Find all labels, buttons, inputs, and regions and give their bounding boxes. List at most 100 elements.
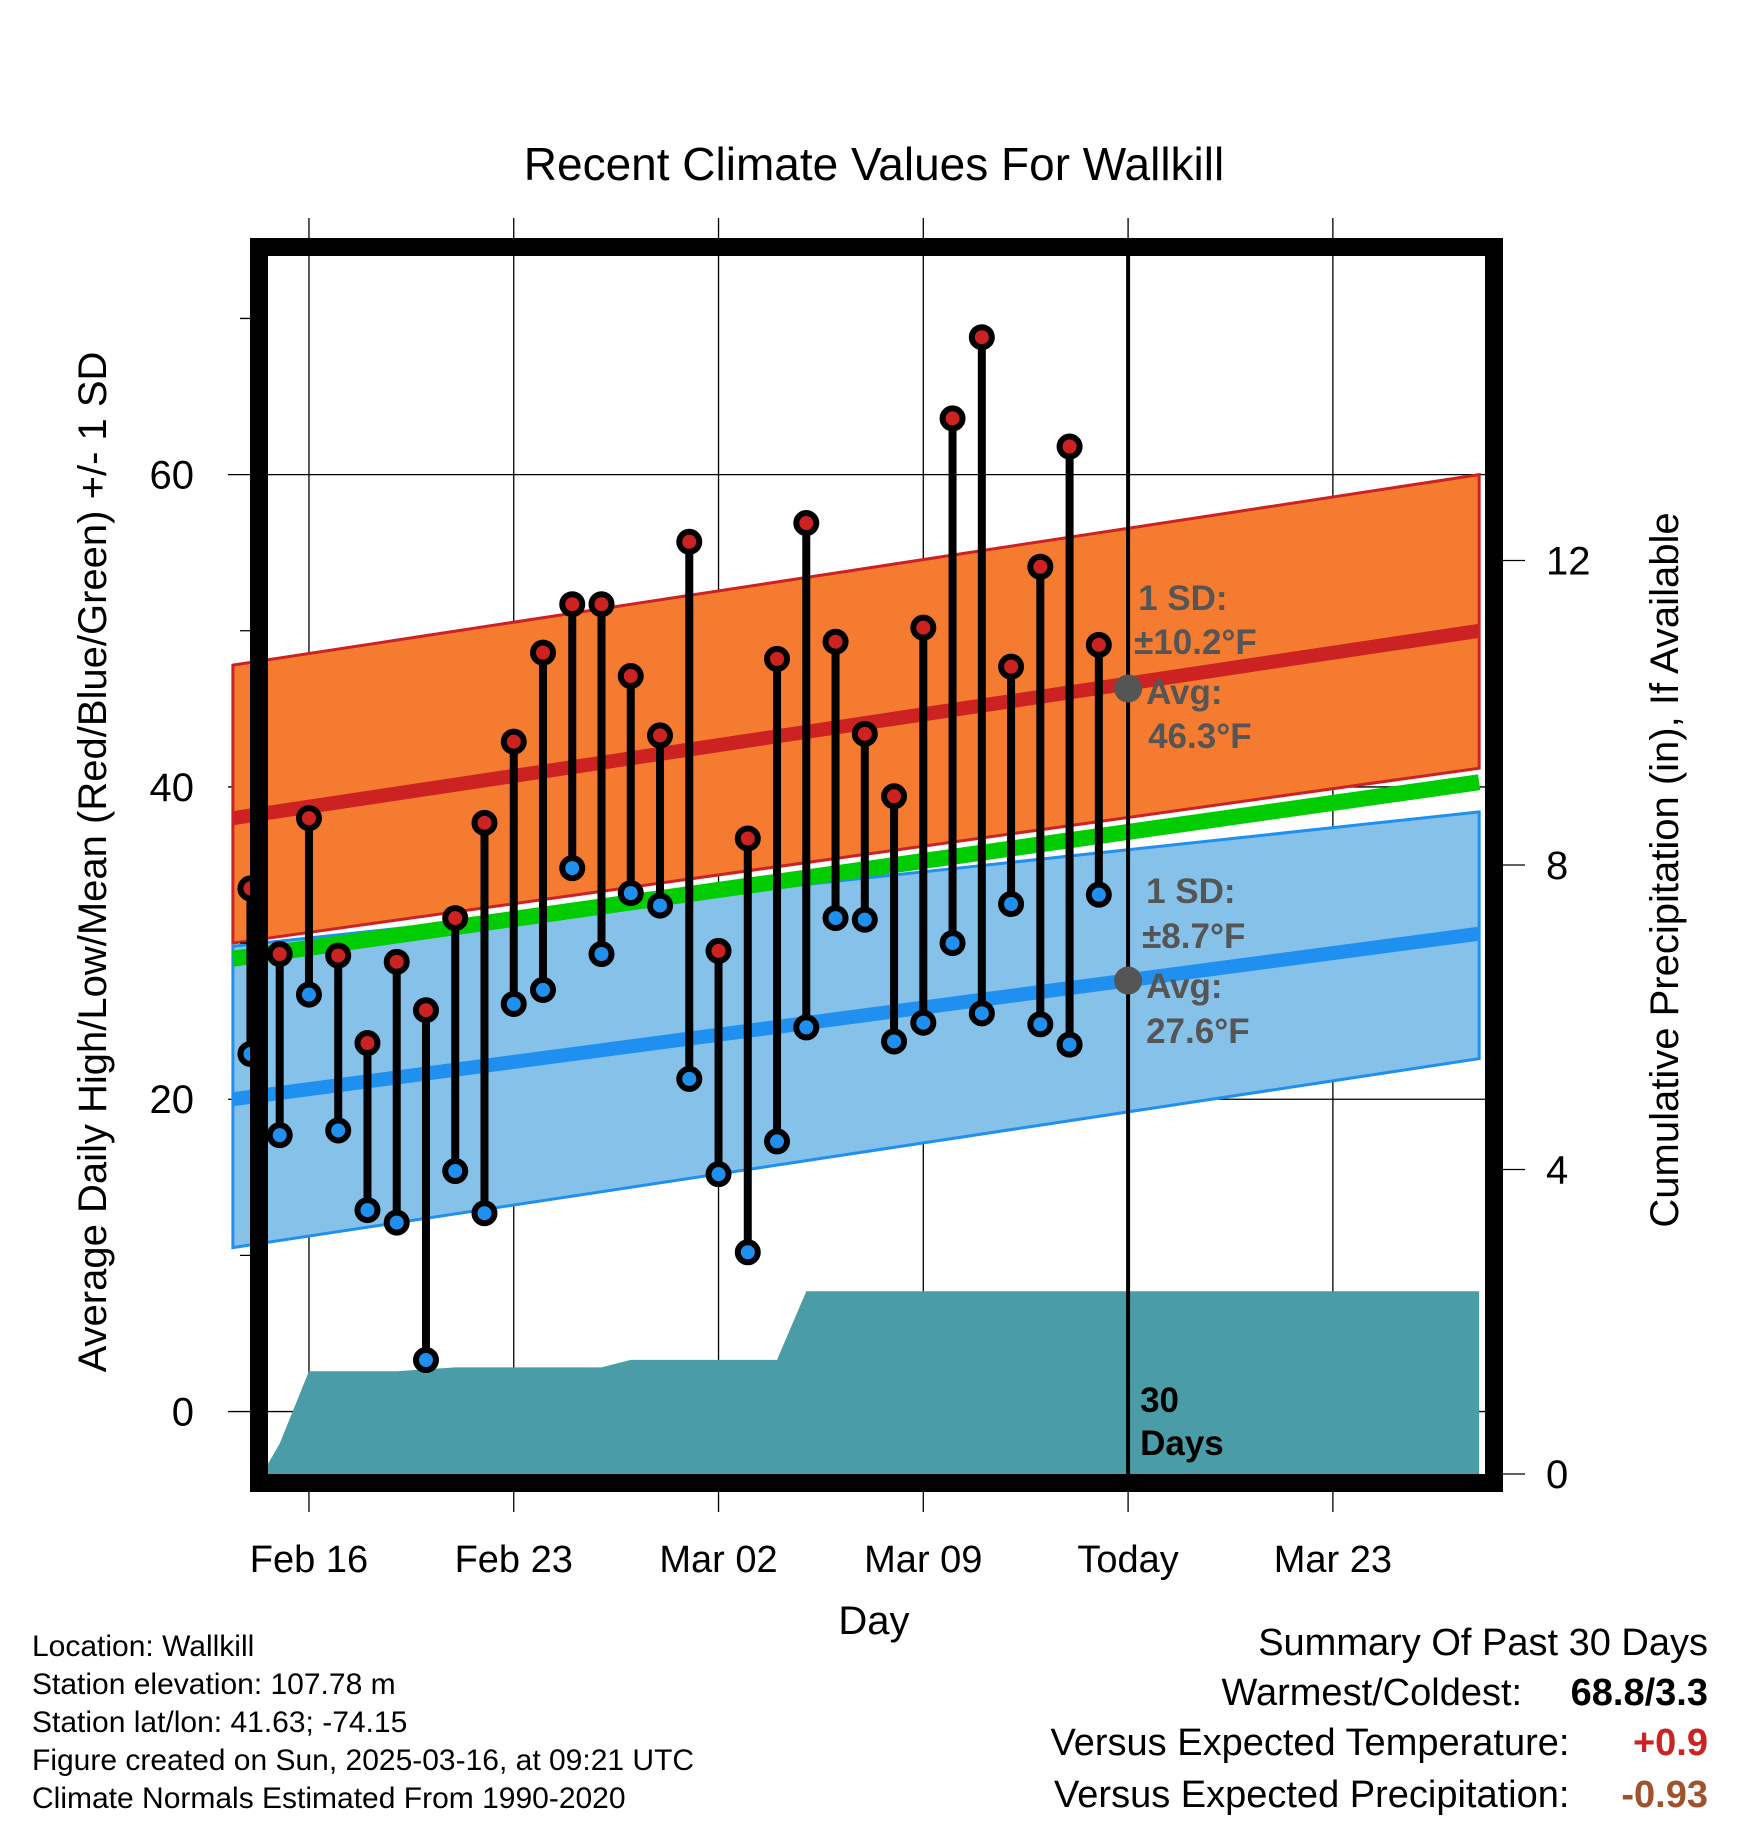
obs-high-point — [325, 942, 352, 969]
y-axis-label-right: Cumulative Precipitation (in), If Availa… — [1643, 512, 1687, 1227]
obs-low-point — [881, 1028, 908, 1055]
obs-low-point — [412, 1347, 439, 1374]
x-tick-label: Feb 23 — [455, 1539, 573, 1581]
high-avg-label: Avg: — [1146, 673, 1222, 712]
obs-high-point — [471, 809, 498, 836]
warm-cold-label: Warmest/Coldest: — [1221, 1672, 1523, 1714]
high-sd-value: ±10.2°F — [1134, 623, 1257, 662]
days-word: Days — [1140, 1424, 1224, 1463]
elevation-text: Station elevation: 107.78 m — [32, 1668, 396, 1701]
low-avg-value: 27.6°F — [1146, 1012, 1250, 1051]
obs-low-point — [442, 1158, 469, 1185]
obs-low-point — [325, 1117, 352, 1144]
obs-low-point — [354, 1197, 381, 1224]
obs-low-point — [734, 1239, 761, 1266]
obs-low-point — [266, 1122, 293, 1149]
obs-low-point — [647, 892, 674, 919]
mean-normal-line — [231, 774, 1481, 967]
obs-low-point — [1085, 881, 1112, 908]
obs-high-point — [383, 948, 410, 975]
chart-title: Recent Climate Values For Wallkill — [524, 138, 1224, 190]
obs-low-point — [764, 1128, 791, 1155]
y-right-tick-label: 4 — [1546, 1149, 1568, 1193]
high-avg-value: 46.3°F — [1148, 717, 1252, 756]
obs-low-point — [529, 976, 556, 1003]
obs-high-point — [1085, 631, 1112, 658]
obs-low-point — [822, 905, 849, 932]
precip-area — [232, 1291, 1480, 1474]
x-tick-label: Mar 23 — [1274, 1539, 1392, 1581]
warm-cold-value: 68.8/3.3 — [1570, 1672, 1708, 1714]
obs-low-point — [1027, 1011, 1054, 1038]
temp-value: +0.9 — [1632, 1722, 1708, 1764]
obs-high-point — [266, 941, 293, 968]
station-info: Location: Wallkill Station elevation: 10… — [32, 1628, 694, 1818]
obs-low-point — [617, 880, 644, 907]
y-left-tick-label: 60 — [150, 454, 195, 498]
y-right-tick-label: 12 — [1546, 540, 1591, 584]
obs-high-point — [529, 639, 556, 666]
obs-low-point — [559, 855, 586, 882]
observation-layer — [237, 324, 1112, 1374]
x-tick-label: Feb 16 — [250, 1539, 368, 1581]
days-number: 30 — [1140, 1381, 1179, 1420]
obs-low-point — [295, 981, 322, 1008]
obs-low-point — [588, 941, 615, 968]
obs-high-point — [1056, 433, 1083, 460]
obs-high-point — [968, 324, 995, 351]
obs-high-point — [559, 591, 586, 618]
obs-high-point — [939, 405, 966, 432]
high-avg-marker — [1114, 674, 1143, 703]
obs-high-point — [998, 653, 1025, 680]
y-left-tick-label: 40 — [150, 766, 195, 810]
obs-low-point — [851, 906, 878, 933]
obs-high-point — [793, 510, 820, 537]
obs-low-point — [383, 1209, 410, 1236]
obs-high-point — [910, 614, 937, 641]
low-normal-line — [231, 926, 1481, 1107]
obs-low-point — [939, 930, 966, 957]
summary-precip: Versus Expected Precipitation: -0.93 — [1054, 1774, 1708, 1817]
annotation-layer: 1 SD: ±10.2°F Avg: 46.3°F 1 SD: ±8.7°F Avg: 27.… — [1114, 256, 1257, 1474]
y-right-tick-label: 0 — [1546, 1453, 1568, 1497]
latlon-text: Station lat/lon: 41.63; -74.15 — [32, 1706, 408, 1739]
obs-high-point — [705, 937, 732, 964]
obs-high-point — [734, 825, 761, 852]
obs-low-point — [910, 1009, 937, 1036]
obs-low-point — [1056, 1031, 1083, 1058]
obs-high-point — [764, 645, 791, 672]
obs-low-point — [471, 1200, 498, 1227]
normals-text: Climate Normals Estimated From 1990-2020 — [32, 1782, 626, 1815]
low-sd-value: ±8.7°F — [1142, 917, 1245, 956]
obs-low-point — [968, 1000, 995, 1027]
obs-low-point — [705, 1161, 732, 1188]
y-left-tick-label: 0 — [172, 1391, 194, 1435]
obs-high-point — [676, 528, 703, 555]
precip-value: -0.93 — [1621, 1774, 1708, 1816]
obs-high-point — [412, 997, 439, 1024]
low-sd-label: 1 SD: — [1146, 872, 1235, 911]
axis-layer: Feb 16 Feb 23 Mar 02 Mar 09 Today Mar 2302040… — [150, 317, 1591, 1581]
obs-high-point — [500, 728, 527, 755]
obs-high-point — [851, 720, 878, 747]
x-tick-label: Today — [1077, 1539, 1178, 1581]
obs-high-point — [647, 722, 674, 749]
y-axis-label-left: Average Daily High/Low/Mean (Red/Blue/Gr… — [71, 352, 115, 1373]
low-avg-marker — [1114, 966, 1143, 995]
obs-high-point — [881, 783, 908, 810]
obs-high-point — [822, 628, 849, 655]
high-sd-label: 1 SD: — [1138, 579, 1227, 618]
y-right-tick-label: 8 — [1546, 844, 1568, 888]
temp-label: Versus Expected Temperature: — [1050, 1722, 1570, 1764]
obs-low-point — [676, 1065, 703, 1092]
summary-temp: Versus Expected Temperature: +0.9 — [1051, 1722, 1708, 1765]
y-left-tick-label: 20 — [150, 1078, 195, 1122]
obs-high-point — [354, 1030, 381, 1057]
x-tick-label: Mar 09 — [864, 1539, 982, 1581]
precip-label: Versus Expected Precipitation: — [1054, 1774, 1570, 1816]
obs-high-point — [295, 805, 322, 832]
obs-low-point — [793, 1014, 820, 1041]
location-text: Location: Wallkill — [32, 1630, 255, 1663]
obs-high-point — [1027, 553, 1054, 580]
